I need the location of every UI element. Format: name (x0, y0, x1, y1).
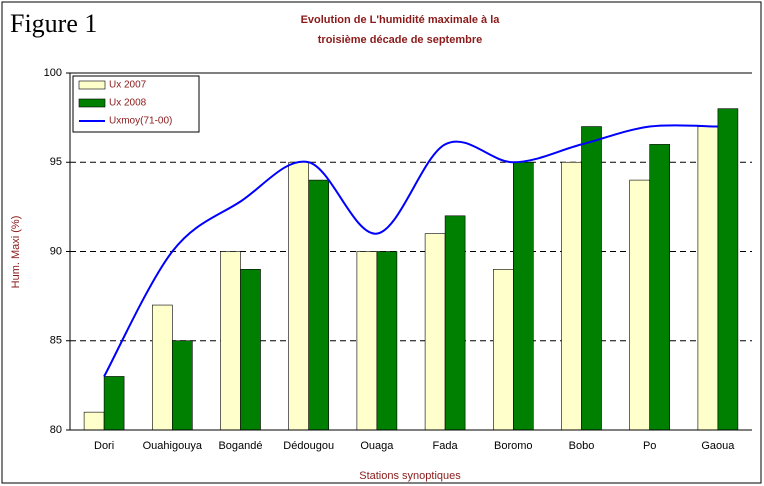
legend-label: Ux 2007 (109, 80, 147, 91)
bar (288, 161, 310, 431)
x-tick-label: Fada (433, 440, 459, 452)
y-axis-title: Hum. Maxi (%) (10, 216, 22, 289)
bar (581, 126, 602, 431)
line (103, 124, 718, 377)
x-tick-label: Bogandé (218, 440, 262, 452)
bar (356, 251, 378, 431)
bar (172, 340, 193, 431)
bar (240, 269, 261, 431)
legend-label: Ux 2008 (109, 98, 147, 109)
legend-swatch (78, 98, 106, 108)
bar (512, 161, 534, 431)
x-axis-title: Stations synoptiques (359, 470, 461, 482)
y-tick-label: 85 (50, 335, 62, 347)
y-tick-label: 95 (50, 156, 62, 168)
x-tick-label: Gaoua (701, 440, 735, 452)
bar (424, 233, 446, 431)
bar (697, 126, 719, 431)
bar (152, 304, 173, 431)
x-tick-label: Dédougou (283, 440, 334, 452)
x-tick-label: Ouaga (360, 440, 394, 452)
bar (444, 215, 466, 431)
y-tick-label: 100 (44, 67, 62, 79)
bar (308, 179, 330, 431)
y-tick-label: 80 (50, 424, 62, 436)
x-tick-label: Bobo (569, 440, 595, 452)
chart-title: troisième décade de septembre (318, 34, 482, 46)
bar (492, 269, 514, 431)
bar (376, 251, 398, 431)
x-tick-label: Boromo (494, 440, 533, 452)
bar (220, 251, 241, 431)
bar (103, 376, 125, 431)
bar (561, 161, 582, 431)
legend-swatch (78, 80, 106, 90)
figure-label: Figure 1 (10, 9, 97, 38)
x-tick-label: Po (643, 440, 656, 452)
bar (717, 108, 739, 431)
bar (83, 411, 105, 431)
chart-title: Evolution de L'humidité maximale à la (301, 14, 501, 26)
bar (629, 179, 651, 431)
y-tick-label: 90 (50, 245, 62, 257)
legend-label: Uxmoy(71-00) (109, 116, 172, 127)
x-tick-label: Dori (94, 440, 114, 452)
x-tick-label: Ouahigouya (143, 440, 203, 452)
bar (649, 144, 671, 431)
